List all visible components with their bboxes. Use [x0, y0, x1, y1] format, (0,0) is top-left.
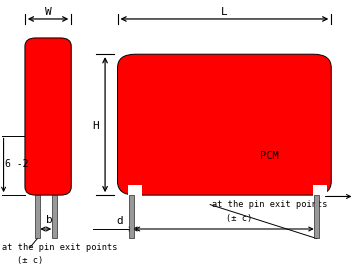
- Text: at the pin exit points: at the pin exit points: [2, 243, 117, 253]
- Text: (± c): (± c): [17, 256, 43, 265]
- Text: W: W: [45, 7, 51, 17]
- Bar: [35, 195, 40, 238]
- Text: (± c): (± c): [225, 214, 252, 223]
- Bar: [313, 185, 327, 196]
- FancyBboxPatch shape: [117, 54, 331, 195]
- Text: H: H: [92, 121, 99, 131]
- Text: at the pin exit points: at the pin exit points: [212, 200, 327, 209]
- Text: d: d: [116, 216, 123, 226]
- Bar: [129, 195, 134, 238]
- Bar: [52, 195, 57, 238]
- Bar: [128, 185, 142, 196]
- Text: 6 -2: 6 -2: [5, 159, 29, 169]
- Bar: [314, 195, 319, 238]
- FancyBboxPatch shape: [25, 38, 71, 195]
- Text: PCM: PCM: [260, 151, 278, 161]
- Text: b: b: [46, 215, 52, 224]
- Text: L: L: [221, 7, 228, 17]
